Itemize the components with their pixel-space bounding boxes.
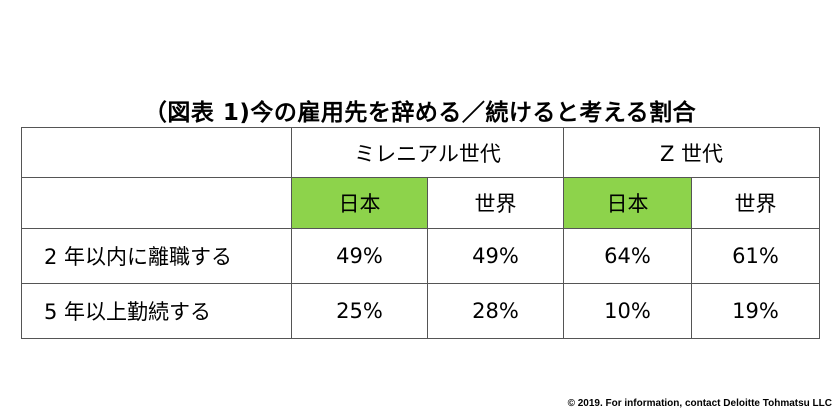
value-cell: 64%: [563, 228, 693, 284]
subheader-millennial-japan: 日本: [291, 177, 428, 229]
table-row: 2 年以内に離職する 49% 49% 64% 61%: [21, 228, 821, 284]
copyright-notice: © 2019. For information, contact Deloitt…: [567, 398, 832, 409]
retention-table: ミレニアル世代 Z 世代 日本 世界 日本 世界 2 年以内に離職する 49% …: [21, 127, 821, 339]
row-label-stay: 5 年以上勤続する: [21, 283, 292, 339]
table-title: （図表 1)今の雇用先を辞める／続けると考える割合: [143, 100, 697, 126]
group-header-millennial: ミレニアル世代: [290, 127, 565, 178]
subheader-genz-world: 世界: [691, 177, 821, 229]
group-header-genz: Z 世代: [563, 127, 821, 178]
value-cell: 25%: [291, 283, 428, 339]
subheader-millennial-world: 世界: [426, 177, 565, 229]
value-cell: 10%: [563, 283, 693, 339]
corner-cell: [21, 127, 292, 178]
group-header-row: ミレニアル世代 Z 世代: [21, 127, 821, 178]
value-cell: 49%: [426, 228, 565, 284]
row-label-leave: 2 年以内に離職する: [21, 228, 292, 284]
sub-header-row: 日本 世界 日本 世界: [21, 177, 821, 229]
value-cell: 49%: [291, 228, 428, 284]
subheader-genz-japan: 日本: [563, 177, 693, 229]
value-cell: 61%: [691, 228, 821, 284]
table-row: 5 年以上勤続する 25% 28% 10% 19%: [21, 283, 821, 339]
value-cell: 19%: [691, 283, 821, 339]
corner-cell-2: [21, 177, 292, 229]
value-cell: 28%: [426, 283, 565, 339]
